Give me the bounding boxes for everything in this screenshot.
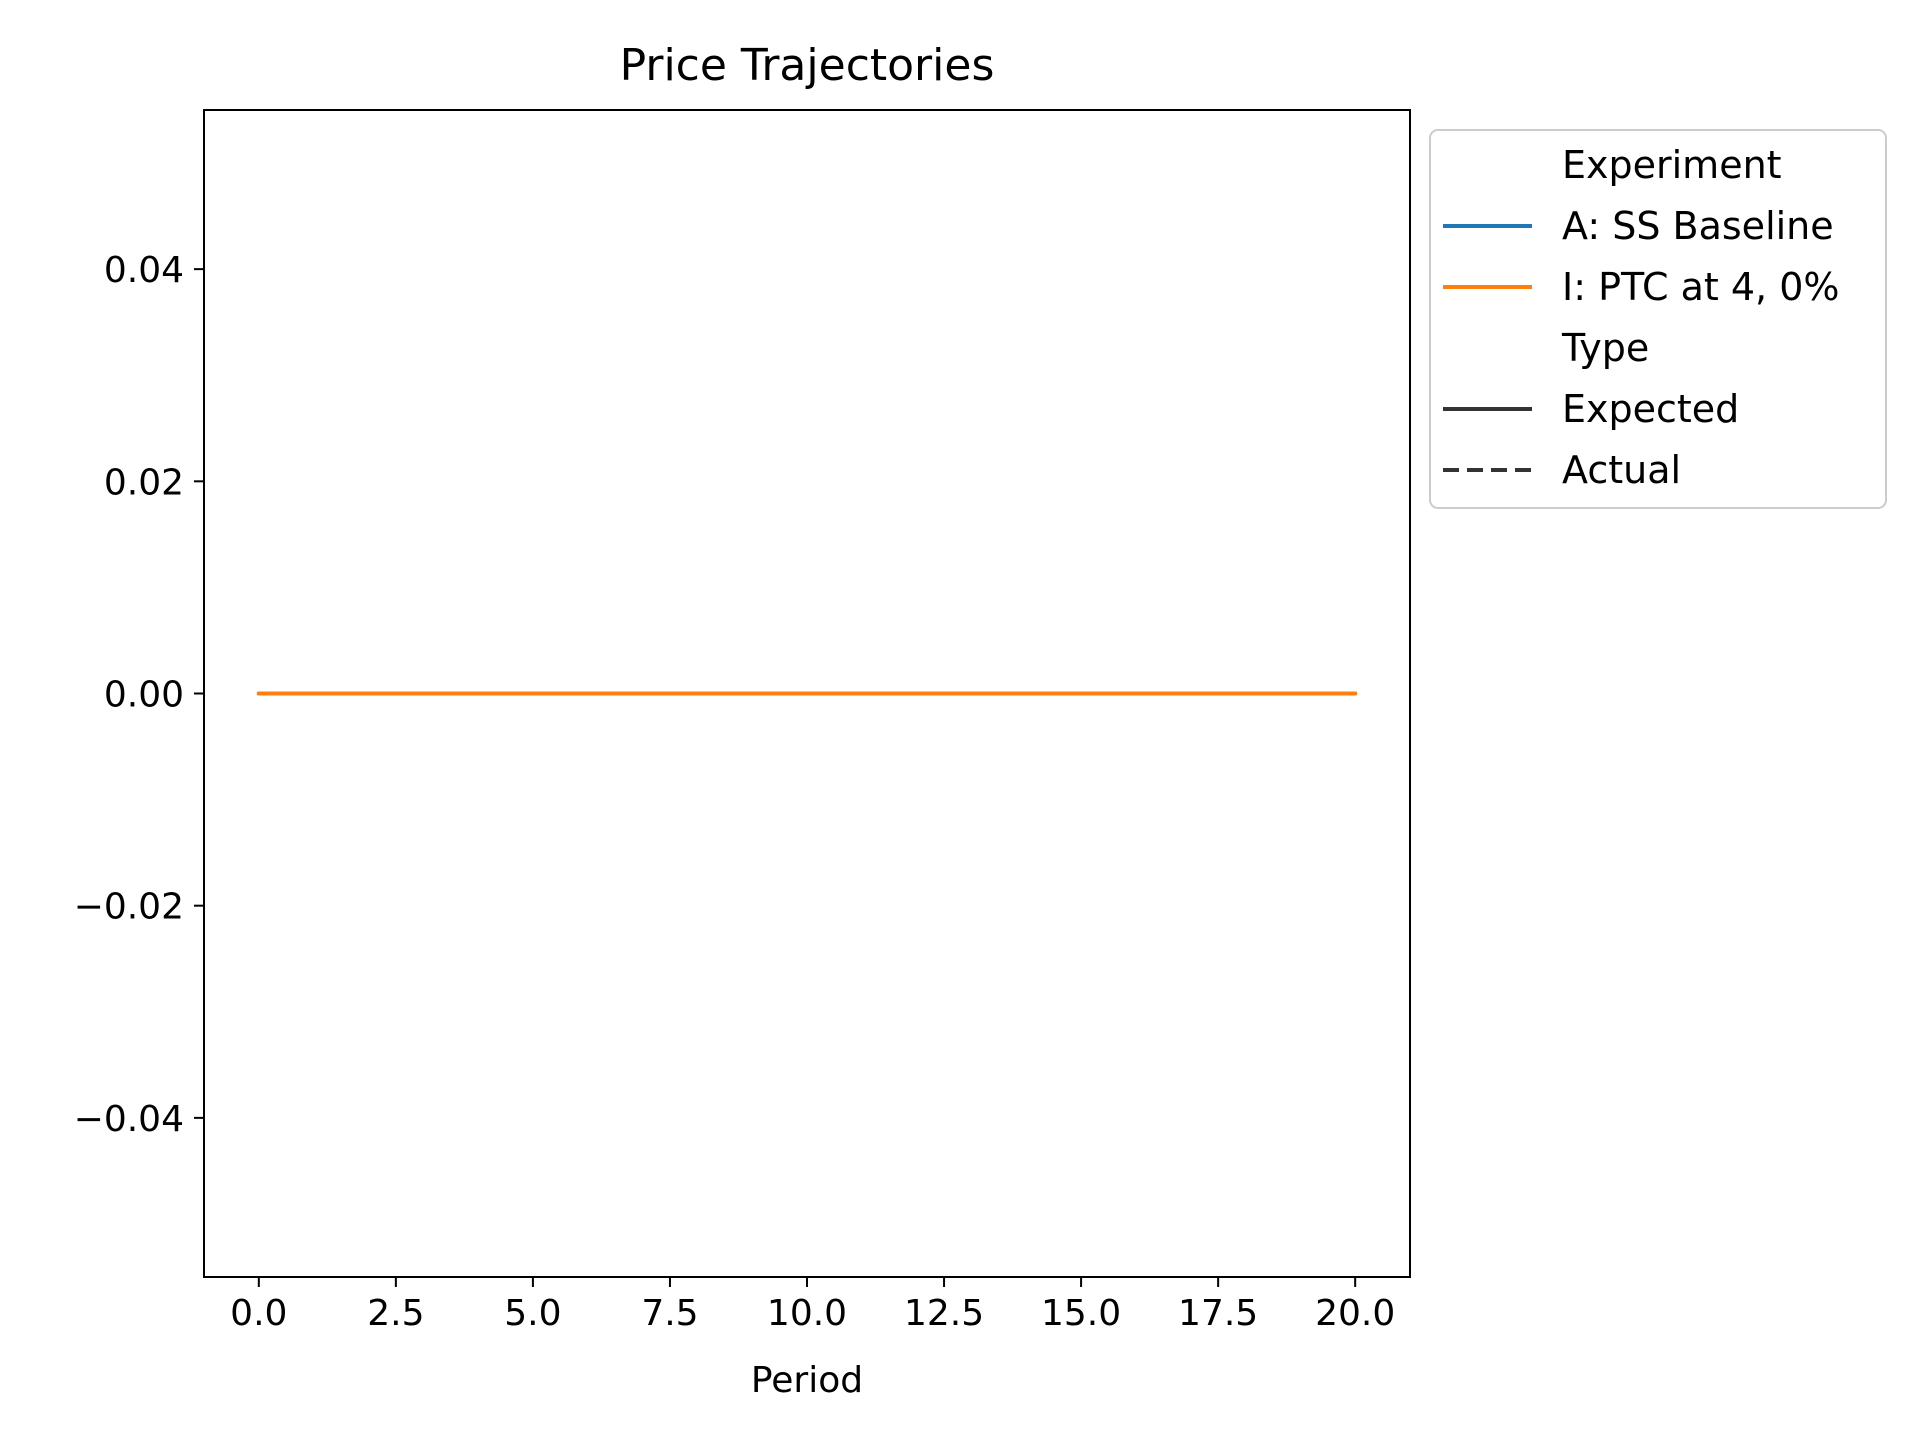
legend-group-title: Type [1561,326,1649,370]
legend-entry-label: Actual [1562,448,1681,492]
x-tick-label: 15.0 [1041,1293,1121,1334]
y-tick-label: 0.02 [104,462,184,503]
x-tick-label: 5.0 [504,1293,561,1334]
y-tick-label: −0.04 [74,1099,184,1140]
x-tick-label: 2.5 [367,1293,424,1334]
y-axis: 0.04 0.02 0.00 −0.02 −0.04 [74,250,204,1140]
x-axis: 0.0 2.5 5.0 7.5 10.0 12.5 15.0 17.5 20.0 [230,1277,1395,1334]
x-tick-label: 7.5 [641,1293,698,1334]
x-axis-label: Period [751,1360,863,1401]
x-tick-label: 12.5 [904,1293,984,1334]
legend-group-title: Experiment [1562,143,1782,187]
y-tick-label: −0.02 [74,887,184,928]
chart-title: Price Trajectories [620,40,995,91]
legend-entry-label: Expected [1562,387,1739,431]
legend-entry-label: A: SS Baseline [1562,204,1834,248]
x-tick-label: 17.5 [1178,1293,1258,1334]
x-tick-label: 20.0 [1315,1293,1395,1334]
x-tick-label: 0.0 [230,1293,287,1334]
legend: Experiment A: SS Baseline I: PTC at 4, 0% T… [1429,129,1887,509]
y-tick-label: 0.00 [104,675,184,716]
y-tick-label: 0.04 [104,250,184,291]
legend-frame [1429,129,1887,509]
legend-entry-label: I: PTC at 4, 0% [1562,265,1840,309]
x-tick-label: 10.0 [767,1293,847,1334]
